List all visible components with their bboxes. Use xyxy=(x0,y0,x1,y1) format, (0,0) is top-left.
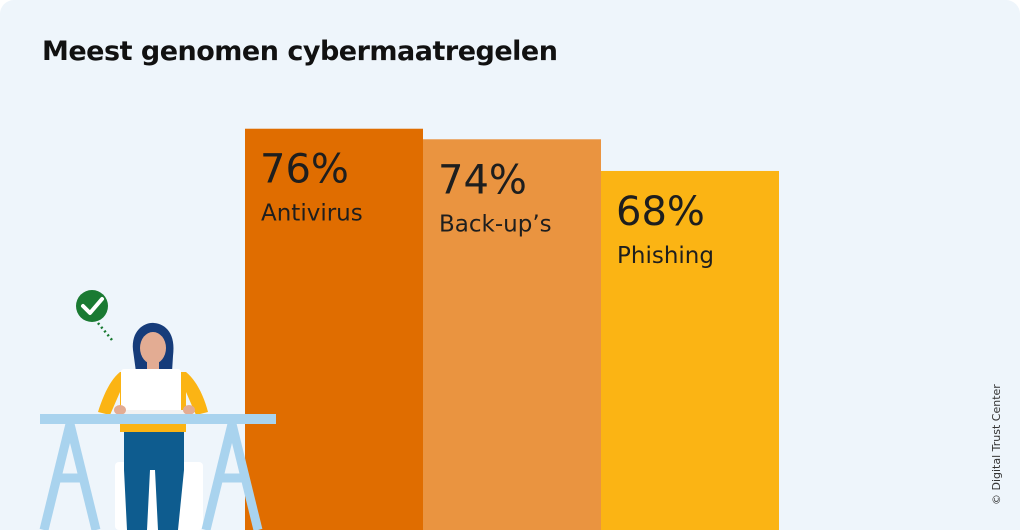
person-face xyxy=(140,332,166,364)
person-at-desk-illustration xyxy=(39,290,276,530)
bar-value-label: 68% xyxy=(616,189,705,235)
bar-value-label: 76% xyxy=(260,147,349,193)
bar-1 xyxy=(245,128,423,530)
desk-trestle-right xyxy=(201,422,263,530)
bar-2 xyxy=(423,139,601,530)
bar-category-label: Antivirus xyxy=(261,201,363,227)
laptop-icon xyxy=(116,369,186,415)
checkmark-icon xyxy=(76,290,113,341)
desk-trestle-left xyxy=(39,422,101,530)
credit-text: © Digital Trust Center xyxy=(990,384,1003,505)
person-legs xyxy=(124,432,184,530)
bar-3 xyxy=(601,170,779,530)
bar-category-label: Back-up’s xyxy=(439,211,552,237)
desk xyxy=(40,414,276,424)
bar-value-label: 74% xyxy=(438,157,527,203)
bar-category-label: Phishing xyxy=(617,243,714,269)
chart-title: Meest genomen cybermaatregelen xyxy=(42,36,558,67)
